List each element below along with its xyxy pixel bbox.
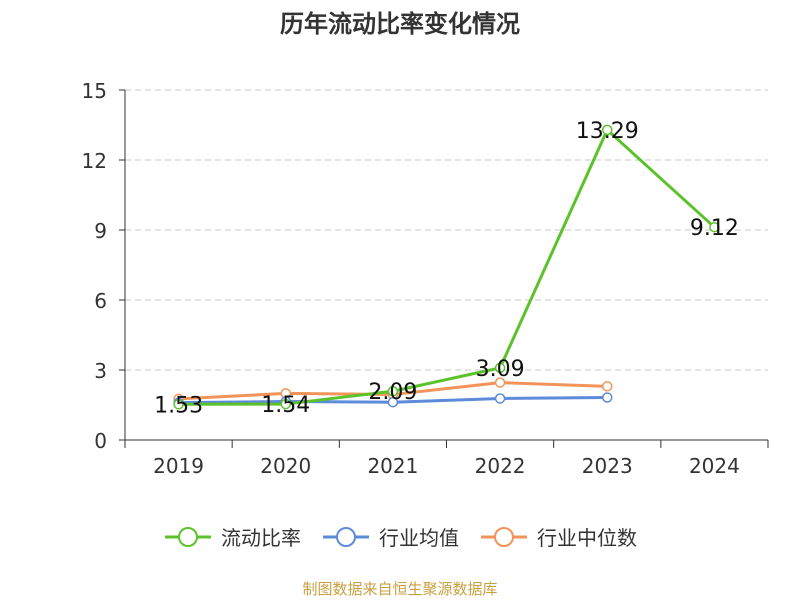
y-tick-label: 12: [82, 149, 107, 173]
legend-item[interactable]: 流动比率: [163, 522, 301, 551]
legend-item[interactable]: 行业中位数: [479, 522, 637, 551]
data-point: [602, 381, 613, 392]
x-tick-label: 2020: [260, 454, 311, 478]
data-label: 13.29: [576, 119, 639, 144]
data-point: [280, 398, 291, 410]
y-tick-label: 3: [94, 359, 107, 383]
legend-marker-icon: [481, 526, 527, 547]
legend-marker-icon: [165, 526, 211, 547]
legend-label: 流动比率: [221, 526, 301, 550]
data-label: 9.12: [690, 216, 739, 241]
legend-label: 行业中位数: [537, 526, 637, 550]
y-tick-label: 6: [94, 289, 107, 313]
data-point: [602, 124, 613, 136]
data-point: [602, 392, 613, 403]
x-tick-label: 2024: [689, 454, 740, 478]
x-tick-label: 2019: [153, 454, 204, 478]
data-point: [387, 385, 399, 397]
legend: 流动比率 行业均值 行业中位数: [0, 522, 800, 551]
data-point: [173, 399, 184, 410]
data-point: [494, 377, 506, 388]
data-label: 3.09: [476, 357, 525, 382]
data-point: [709, 221, 720, 233]
data-label: 2.09: [368, 380, 417, 405]
chart-title: 历年流动比率变化情况: [280, 10, 520, 38]
y-tick-label: 9: [94, 219, 107, 243]
y-tick-label: 15: [82, 79, 107, 103]
data-point: [387, 396, 399, 408]
data-point: [494, 362, 506, 374]
data-label: 1.53: [154, 393, 203, 418]
legend-marker-icon: [323, 526, 369, 547]
legend-label: 行业均值: [379, 526, 459, 550]
x-tick-label: 2021: [367, 454, 418, 478]
source-note: 制图数据来自恒生聚源数据库: [302, 580, 498, 598]
series-line-1: [178, 128, 716, 406]
data-point: [494, 393, 506, 404]
legend-item[interactable]: 行业均值: [321, 522, 459, 551]
data-label: 1.54: [261, 393, 310, 418]
x-tick-label: 2022: [475, 454, 526, 478]
y-tick-label: 0: [94, 429, 107, 453]
x-tick-label: 2023: [582, 454, 633, 478]
